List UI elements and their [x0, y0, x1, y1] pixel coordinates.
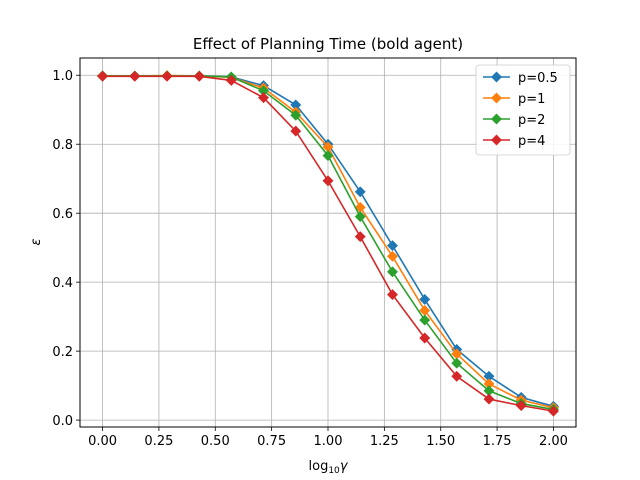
legend-item: p=4 [483, 134, 545, 149]
x-tick-label: 0.50 [201, 434, 230, 449]
legend-swatch-marker [490, 71, 503, 83]
data-point [354, 211, 366, 223]
data-point [451, 370, 463, 382]
data-point [225, 74, 237, 86]
x-tick-label: 0.00 [88, 434, 117, 449]
data-point [386, 266, 399, 278]
y-tick-label: 0.6 [52, 207, 73, 222]
legend-label: p=0.5 [518, 71, 558, 86]
axis-ticks: 0.00 0.25 0.50 0.75 1.00 1.25 1.50 1.75 2.00 0.0 0… [52, 69, 568, 449]
x-axis-title-subscript: 10 [328, 466, 340, 476]
data-point [322, 175, 334, 187]
x-tick-label: 0.75 [257, 434, 286, 449]
legend-label: p=1 [518, 92, 545, 107]
x-tick-label: 0.25 [144, 434, 173, 449]
data-point [386, 289, 399, 301]
data-point [515, 400, 527, 412]
data-point [161, 70, 173, 82]
data-point [483, 393, 495, 405]
data-point [419, 332, 431, 344]
x-tick-label: 1.50 [426, 434, 455, 449]
x-tick-label: 1.75 [483, 434, 512, 449]
x-tick-label: 2.00 [539, 434, 568, 449]
legend: p=0.5 p=1 p=2 p=4 [475, 64, 571, 156]
data-point [96, 70, 109, 82]
x-tick-label: 1.00 [314, 434, 343, 449]
data-point [386, 250, 399, 262]
x-tick-label: 1.25 [370, 434, 399, 449]
data-point [419, 314, 431, 326]
legend-label: p=4 [518, 134, 545, 149]
data-point [547, 405, 560, 417]
data-point [129, 70, 141, 82]
data-point [354, 186, 366, 198]
x-axis-title-log: log [309, 459, 329, 474]
data-point [354, 231, 366, 243]
y-tick-label: 0.8 [52, 138, 73, 153]
series-p=4 [96, 70, 560, 417]
y-axis-title: ε [29, 238, 44, 245]
x-axis-title: log10γ [309, 459, 349, 476]
data-point [290, 109, 302, 121]
data-point [193, 70, 205, 82]
data-point [419, 293, 431, 305]
series-group [96, 70, 560, 417]
data-point [451, 357, 463, 369]
chart-title: Effect of Planning Time (bold agent) [193, 35, 463, 53]
data-point [290, 125, 302, 137]
y-tick-label: 0.4 [52, 276, 73, 291]
legend-box [475, 64, 571, 156]
y-tick-label: 1.0 [52, 69, 73, 84]
data-point [257, 92, 270, 104]
x-axis-title-variable: γ [340, 459, 349, 474]
data-point [322, 150, 334, 162]
y-tick-label: 0.0 [52, 414, 73, 429]
y-tick-label: 0.2 [52, 345, 73, 360]
legend-swatch-marker [490, 134, 503, 146]
legend-item: p=2 [483, 113, 545, 128]
legend-label: p=2 [518, 113, 545, 128]
legend-item: p=0.5 [483, 71, 558, 86]
legend-swatch-marker [490, 92, 503, 104]
legend-swatch-marker [490, 113, 503, 125]
legend-item: p=1 [483, 92, 545, 107]
